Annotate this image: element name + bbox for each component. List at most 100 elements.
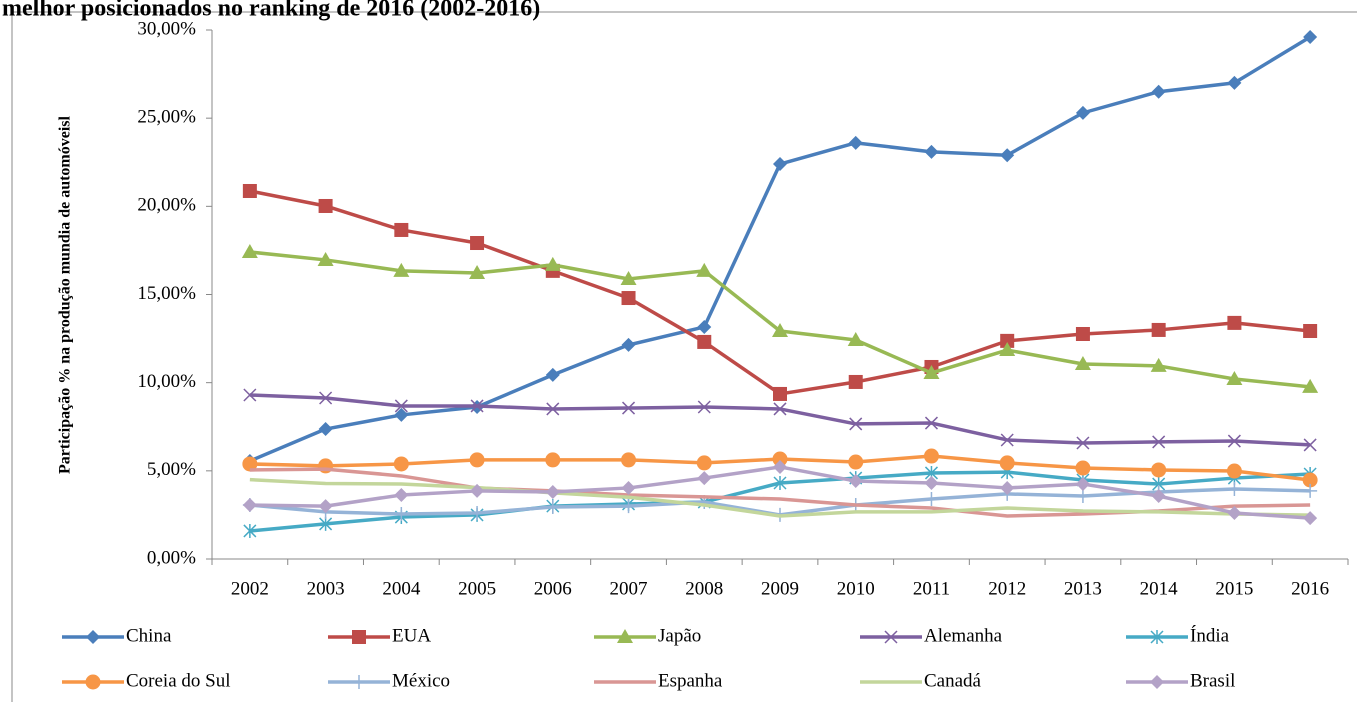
legend-label: Japão — [658, 625, 701, 646]
marker — [1075, 489, 1090, 504]
marker — [469, 264, 486, 279]
marker — [848, 474, 863, 489]
marker — [1152, 435, 1166, 449]
marker — [621, 499, 636, 514]
marker — [923, 364, 940, 379]
marker — [924, 144, 939, 159]
marker — [696, 455, 712, 471]
marker — [394, 399, 408, 413]
legend-label: Alemanha — [924, 625, 1003, 646]
marker — [1000, 480, 1015, 495]
marker — [1074, 355, 1091, 370]
marker — [1075, 460, 1091, 476]
marker — [318, 198, 333, 213]
marker — [318, 422, 333, 437]
marker — [697, 471, 712, 486]
marker — [696, 262, 713, 277]
x-tick-label: 2014 — [1140, 578, 1179, 599]
marker — [86, 630, 100, 644]
y-tick-label: 10,00% — [137, 371, 196, 392]
marker — [1227, 434, 1241, 448]
marker — [617, 629, 633, 643]
series-line — [249, 477, 1311, 518]
marker — [394, 487, 409, 502]
marker — [1303, 511, 1318, 526]
series-line — [249, 189, 1311, 396]
marker — [319, 391, 333, 405]
marker — [243, 523, 257, 538]
marker — [849, 417, 863, 431]
marker — [546, 402, 560, 416]
marker — [470, 236, 485, 251]
marker — [1303, 324, 1318, 339]
marker — [241, 244, 258, 259]
x-tick-label: 2011 — [913, 578, 950, 599]
marker — [1150, 630, 1164, 644]
x-tick-label: 2008 — [685, 578, 723, 599]
series-line — [249, 250, 1311, 389]
marker — [319, 516, 333, 531]
legend-label: EUA — [392, 625, 431, 646]
x-tick-label: 2015 — [1215, 578, 1253, 599]
legend-label: México — [392, 670, 450, 691]
marker — [1302, 472, 1318, 488]
legend-label: Coreia do Sul — [126, 670, 231, 691]
marker — [999, 455, 1015, 471]
marker — [1227, 315, 1242, 330]
marker — [847, 331, 864, 346]
legend-label: Espanha — [658, 670, 723, 691]
y-tick-label: 20,00% — [137, 195, 196, 216]
marker — [1075, 477, 1090, 492]
legend-label: China — [126, 625, 172, 646]
marker — [1151, 322, 1166, 337]
legend-label: Índia — [1190, 624, 1230, 646]
marker — [621, 480, 636, 495]
marker — [393, 456, 409, 472]
x-tick-label: 2003 — [307, 578, 345, 599]
marker — [394, 507, 409, 522]
marker — [1227, 75, 1242, 90]
x-tick-label: 2016 — [1291, 578, 1329, 599]
marker — [773, 157, 787, 172]
marker — [621, 452, 637, 468]
x-tick-label: 2012 — [988, 578, 1026, 599]
marker — [544, 256, 561, 271]
marker — [469, 452, 485, 468]
marker — [1150, 675, 1164, 689]
marker — [1151, 489, 1166, 504]
y-tick-label: 25,00% — [137, 107, 196, 128]
marker — [545, 484, 560, 499]
x-tick-label: 2005 — [458, 578, 496, 599]
marker — [394, 407, 409, 422]
marker — [999, 342, 1016, 357]
x-tick-label: 2013 — [1064, 578, 1102, 599]
marker — [621, 337, 636, 352]
marker — [697, 334, 712, 349]
marker — [697, 400, 711, 414]
marker — [1303, 438, 1317, 452]
marker — [242, 498, 257, 513]
marker — [924, 492, 939, 507]
x-tick-label: 2007 — [610, 578, 648, 599]
marker — [545, 499, 560, 514]
marker — [621, 291, 636, 306]
marker — [85, 674, 101, 690]
marker — [848, 135, 863, 150]
marker — [1075, 326, 1090, 341]
marker — [848, 374, 863, 389]
marker — [923, 448, 939, 464]
marker — [1227, 481, 1242, 496]
marker — [470, 483, 485, 498]
marker — [622, 401, 636, 415]
y-tick-label: 5,00% — [147, 459, 196, 480]
marker — [1303, 30, 1318, 45]
marker — [1302, 378, 1319, 393]
marker — [848, 454, 864, 470]
marker — [1000, 433, 1014, 447]
marker — [545, 367, 560, 382]
marker — [1151, 462, 1167, 478]
series-line — [249, 393, 1311, 447]
marker — [393, 262, 410, 277]
